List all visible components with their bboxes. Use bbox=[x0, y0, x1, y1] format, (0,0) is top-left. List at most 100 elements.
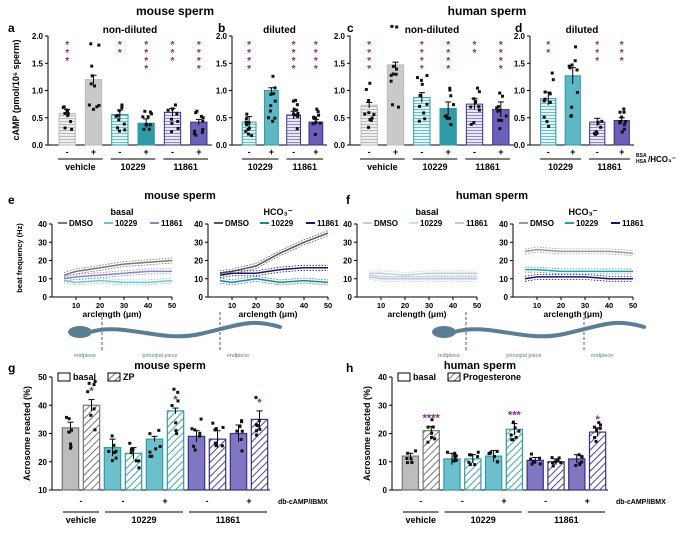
panel-h-bar bbox=[588, 431, 607, 491]
mouse-sperm-schematic-flagellum bbox=[88, 320, 282, 339]
panel-h-data-point bbox=[529, 452, 533, 456]
panel-e-hco3-x-tick-label: 30 bbox=[276, 301, 284, 310]
section-title-mouse-bot: mouse sperm bbox=[134, 360, 206, 372]
panel-c-hco3-sign: + bbox=[393, 147, 398, 157]
panel-g-data-point bbox=[199, 417, 203, 421]
panel-g-data-point bbox=[240, 449, 244, 453]
panel-f-basal-series-line bbox=[368, 276, 477, 280]
panel-h-group-label: vehicle bbox=[406, 515, 437, 525]
panel-g-camp-sign: - bbox=[206, 496, 209, 506]
panel-g-data-point bbox=[254, 396, 258, 400]
panel-a-hco3-sign: + bbox=[196, 147, 201, 157]
panel-h-row-label: db-cAMP/IBMX bbox=[616, 499, 666, 506]
panel-d-data-point bbox=[599, 125, 603, 129]
panel-c-significance: * bbox=[367, 40, 371, 51]
panel-h-data-point bbox=[556, 459, 560, 463]
panel-a-data-point bbox=[144, 122, 148, 126]
panel-a-data-point bbox=[173, 103, 177, 107]
panel-g-data-point bbox=[193, 428, 197, 432]
panel-a-group-label: 10229 bbox=[120, 162, 145, 172]
panel-h-data-point bbox=[530, 462, 534, 466]
panel-g-data-point bbox=[213, 428, 217, 432]
mouse-sperm-schematic-segment-label: midpiece bbox=[74, 353, 96, 359]
panel-h-data-point bbox=[445, 450, 449, 454]
panel-c-data-point bbox=[469, 122, 473, 126]
panel-d-data-point bbox=[574, 45, 578, 49]
panel-d-data-point bbox=[595, 131, 599, 135]
panel-c-data-point bbox=[415, 76, 419, 80]
panel-h-legend-label: basal bbox=[413, 372, 436, 382]
panel-g-camp-sign: - bbox=[80, 496, 83, 506]
panel-e-hco3-y-tick-label: 10 bbox=[194, 275, 203, 284]
panel-c-data-point bbox=[418, 93, 422, 97]
panel-e-hco3-x-tick-label: 40 bbox=[300, 301, 308, 310]
panel-e-hco3-series-band bbox=[219, 275, 329, 281]
panel-h-data-point bbox=[431, 425, 435, 429]
panel-g-data-point bbox=[221, 425, 225, 429]
panel-c-data-point bbox=[498, 91, 502, 95]
panel-h-data-point bbox=[430, 418, 434, 422]
panel-g-data-point bbox=[255, 429, 259, 433]
panel-b-data-point bbox=[311, 122, 315, 126]
panel-a-data-point bbox=[97, 103, 101, 107]
panel-f-basal-x-tick-label: 10 bbox=[377, 301, 385, 310]
panel-c-data-point bbox=[391, 72, 395, 76]
panel-c-data-point bbox=[497, 118, 501, 122]
panel-c-significance: * bbox=[499, 40, 503, 51]
panel-h-data-point bbox=[529, 457, 533, 461]
panel-g-data-point bbox=[107, 449, 111, 453]
section-title-human-mid: human sperm bbox=[456, 190, 528, 202]
panel-f-hco3-series-band bbox=[525, 271, 633, 275]
panel-c-hco3-sign: - bbox=[368, 147, 371, 157]
panel-a-data-point bbox=[62, 105, 66, 109]
panel-h-data-point bbox=[514, 435, 518, 439]
panel-b-data-point bbox=[315, 107, 319, 111]
panel-d-data-point bbox=[548, 100, 552, 104]
panel-a-data-point bbox=[117, 109, 121, 113]
panel-d-data-point bbox=[570, 105, 574, 109]
panel-f-hco3-y-tick-label: 0 bbox=[504, 293, 509, 302]
panel-e-hco3-legend-label: 10229 bbox=[271, 219, 294, 228]
panel-h-camp-sign: + bbox=[585, 496, 590, 506]
panel-b-data-point bbox=[294, 98, 298, 102]
panel-a-data-point bbox=[170, 117, 174, 121]
panel-f-basal-y-tick-label: 30 bbox=[343, 238, 352, 247]
panel-h-data-point bbox=[495, 449, 499, 453]
panel-f-hco3-x-tick-label: 10 bbox=[533, 301, 541, 310]
panel-e-basal-title: basal bbox=[110, 207, 133, 217]
panel-b-data-point bbox=[314, 116, 318, 120]
panel-h-data-point bbox=[550, 456, 554, 460]
panel-b-data-point bbox=[268, 109, 272, 113]
panel-h-data-point bbox=[452, 459, 456, 463]
panel-g-data-point bbox=[110, 459, 114, 463]
panel-b-data-point bbox=[247, 121, 251, 125]
panel-a-data-point bbox=[175, 112, 179, 116]
panel-e-hco3-legend-label: 11861 bbox=[317, 219, 339, 228]
panel-b-hco3-sign: - bbox=[292, 147, 295, 157]
panel-g-data-point bbox=[158, 444, 162, 448]
panel-c-hco3-sign: + bbox=[446, 147, 451, 157]
panel-d-significance: * bbox=[546, 40, 550, 51]
panel-h-data-point bbox=[597, 421, 601, 425]
panel-g-legend-label: ZP bbox=[123, 372, 135, 382]
panel-a-data-point bbox=[114, 114, 118, 118]
panel-e-basal-x-tick-label: 30 bbox=[120, 301, 128, 310]
panel-b-data-point bbox=[269, 104, 273, 108]
panel-c-data-point bbox=[473, 101, 477, 105]
panel-d-data-point bbox=[622, 123, 626, 127]
panel-f-hco3-y-tick-label: 30 bbox=[499, 238, 508, 247]
panel-f-hco3-series-band bbox=[524, 246, 634, 252]
panel-a-hco3-sign: + bbox=[91, 147, 96, 157]
panel-h-data-point bbox=[476, 450, 480, 454]
panel-g-camp-sign: + bbox=[246, 496, 251, 506]
panel-h-data-point bbox=[467, 460, 471, 464]
panel-c-hco3-sign: + bbox=[498, 147, 503, 157]
panel-f-basal-x-tick-label: 50 bbox=[473, 301, 481, 310]
panel-d-hco3-sign: + bbox=[619, 147, 624, 157]
panel-f-basal-x-label: arclength (μm) bbox=[387, 309, 446, 319]
panel-b-data-point bbox=[296, 115, 300, 119]
panel-h-data-point bbox=[592, 425, 596, 429]
panel-c-data-point bbox=[445, 116, 449, 120]
panel-h-data-point bbox=[557, 456, 561, 460]
